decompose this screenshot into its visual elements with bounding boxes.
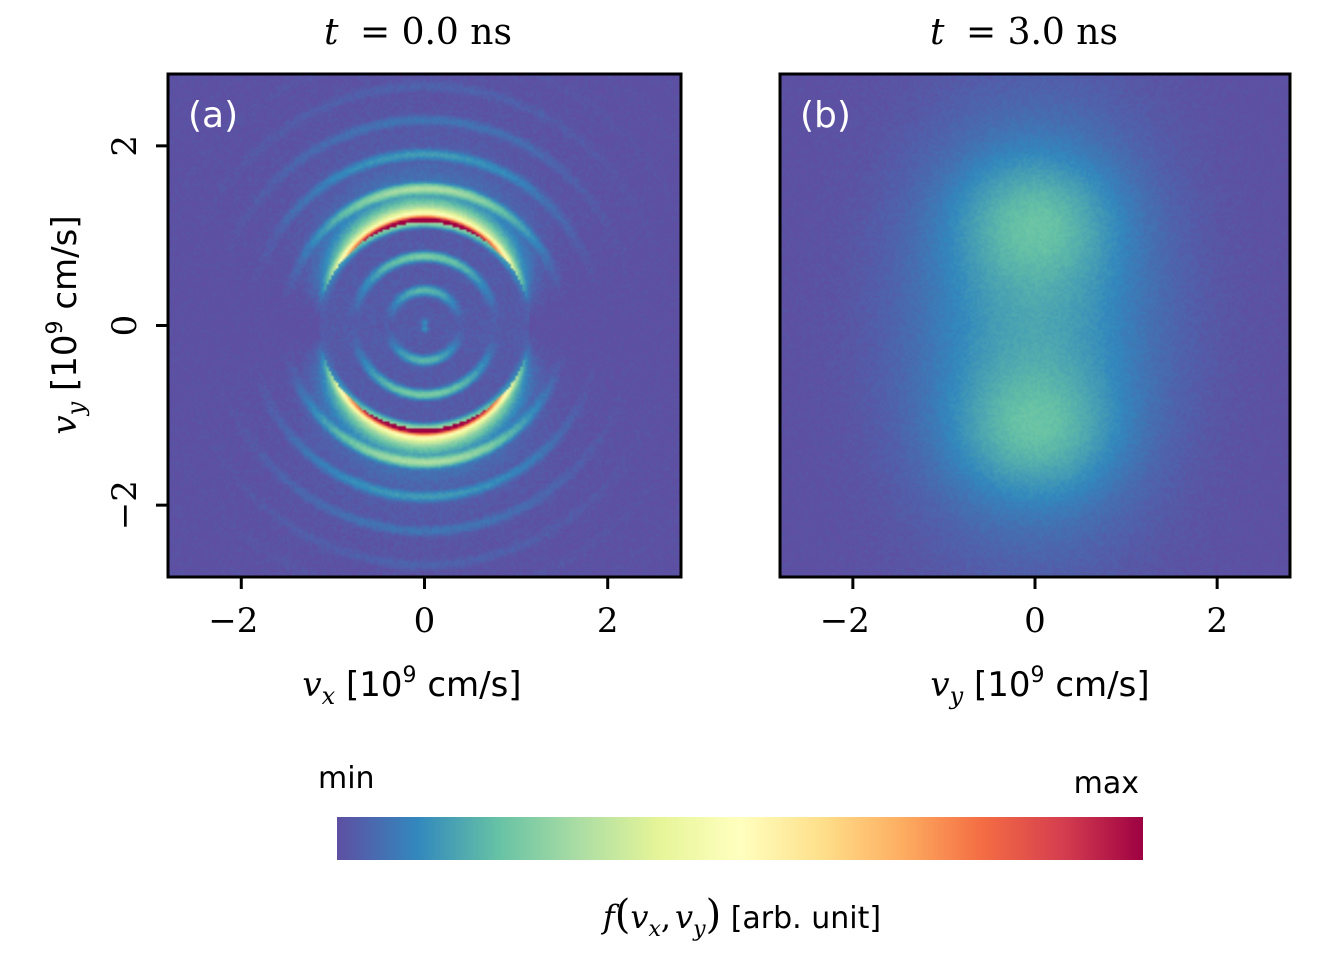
panel-a-xtick-label-2: 2	[597, 601, 619, 641]
panel-b-title-var: t	[930, 12, 945, 53]
panel-b-xlabel-var: v	[930, 665, 949, 705]
cbar-label-s2: y	[692, 917, 706, 942]
colorbar: min max f(vx, vy) [arb. unit]	[318, 761, 1143, 942]
panel-a-xlabel-var: v	[302, 665, 321, 705]
cbar-label-s1: x	[648, 917, 661, 942]
panel-a: t = 0.0 ns (a) −2 0 2 −202 vx [109 cm/s] v…	[43, 12, 683, 710]
panel-a-y-axis-label: vy [109 cm/s]	[43, 215, 90, 434]
colorbar-gradient	[337, 817, 1143, 860]
panel-b-xtick-label-1: 0	[1024, 601, 1046, 641]
colorbar-label: f(vx, vy) [arb. unit]	[601, 892, 881, 942]
cbar-label-unit: [arb. unit]	[721, 901, 881, 936]
panel-b-xtick-label-0: −2	[820, 601, 870, 641]
panel-a-y-ticks: −2 0 2	[105, 135, 168, 530]
panel-b-xlabel-text: [10	[963, 665, 1030, 705]
panel-a-title-value: = 0.0 ns	[360, 12, 512, 53]
panel-a-ytick-label-2: 2	[105, 135, 145, 157]
panel-b-xlabel-sub: y	[949, 682, 964, 710]
panel-b-xtick-label-2: 2	[1206, 601, 1228, 641]
cbar-label-comma: ,	[661, 898, 671, 936]
panel-b-heatmap	[780, 74, 1290, 577]
panel-a-x-ticks: −2 0 2	[208, 577, 619, 641]
colorbar-min-label: min	[318, 761, 375, 796]
panel-a-ylabel-sup: 9	[43, 320, 68, 334]
panel-b-title-value: = 3.0 ns	[966, 12, 1118, 53]
panel-b-title: t = 3.0 ns	[930, 12, 1118, 53]
panel-a-xlabel-sub: x	[322, 682, 336, 710]
panel-a-ylabel-var: v	[45, 415, 85, 434]
cbar-label-v2: v	[675, 898, 693, 936]
panel-b-x-ticks: −2 0 2	[820, 577, 1228, 641]
panel-a-xtick-label-1: 0	[414, 601, 436, 641]
panel-a-heatmap	[168, 74, 681, 577]
panel-a-ytick-label-1: 0	[105, 315, 145, 337]
panel-a-ylabel-text: [10	[45, 334, 85, 401]
panel-b-label: (b)	[800, 95, 851, 136]
panel-a-xlabel-sup: 9	[403, 663, 417, 688]
panel-a-title-var: t	[324, 12, 339, 53]
panel-a-ylabel-unit: cm/s]	[45, 215, 85, 320]
panel-a-ylabel-sub: y	[62, 401, 90, 416]
panel-b: t = 3.0 ns (b) −2 0 2 vy [109 cm/s]	[778, 12, 1292, 710]
panel-a-xlabel-text: [10	[335, 665, 402, 705]
panel-a-xlabel-unit: cm/s]	[417, 665, 522, 705]
panel-a-title: t = 0.0 ns	[324, 12, 512, 53]
panel-b-x-axis-label: vy [109 cm/s]	[930, 663, 1149, 710]
panel-a-ytick-label-0: −2	[105, 480, 145, 530]
panel-a-label: (a)	[188, 95, 238, 136]
panel-a-xtick-label-0: −2	[208, 601, 258, 641]
cbar-label-v1: v	[630, 898, 648, 936]
colorbar-max-label: max	[1074, 766, 1139, 801]
panel-b-xlabel-sup: 9	[1031, 663, 1045, 688]
panel-b-xlabel-unit: cm/s]	[1045, 665, 1150, 705]
panel-a-x-axis-label: vx [109 cm/s]	[302, 663, 521, 710]
